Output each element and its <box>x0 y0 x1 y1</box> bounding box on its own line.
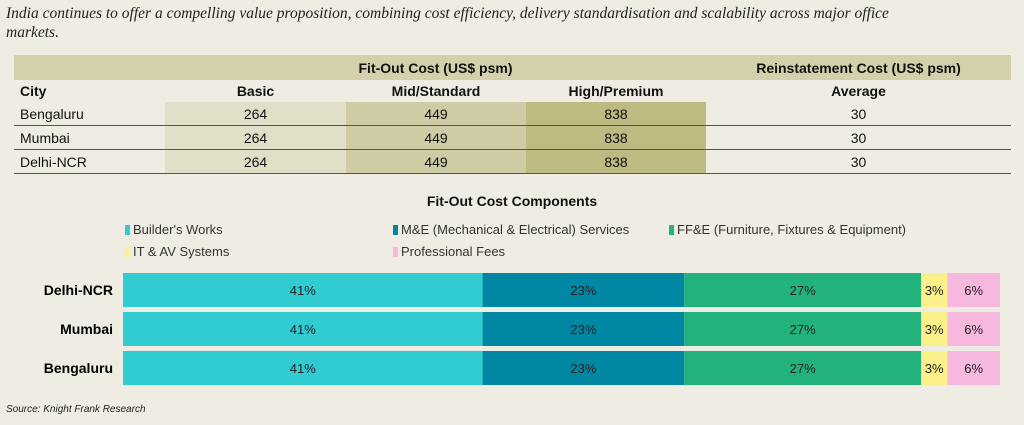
bar-segment <box>921 312 948 346</box>
bar-segment <box>921 273 948 307</box>
fitout-group-header: Fit-Out Cost (US$ psm) <box>165 55 706 80</box>
average: 30 <box>706 149 1011 174</box>
category-label: Delhi-NCR <box>44 282 113 298</box>
col-city: City <box>20 83 47 99</box>
legend-label: FF&E (Furniture, Fixtures & Equipment) <box>677 222 907 237</box>
data-label: 6% <box>964 322 983 337</box>
data-label: 23% <box>570 322 596 337</box>
chart-title: Fit-Out Cost Components <box>426 193 598 209</box>
mid: 449 <box>346 125 526 150</box>
category-label: Bengaluru <box>44 360 113 376</box>
average: 30 <box>706 102 1011 126</box>
bar-segment <box>921 351 948 385</box>
table-row: Delhi-NCR 264 449 838 30 <box>14 149 1011 174</box>
bar-segment <box>123 312 483 346</box>
average: 30 <box>706 125 1011 150</box>
bar-segment <box>947 312 1000 346</box>
data-label: 41% <box>290 322 316 337</box>
basic: 264 <box>165 149 346 174</box>
bar-segment <box>947 273 1000 307</box>
basic: 264 <box>165 125 346 150</box>
city: Mumbai <box>14 125 165 150</box>
intro-text: India continues to offer a compelling va… <box>6 5 889 41</box>
legend-item: M&E (Mechanical & Electrical) Services <box>393 222 629 237</box>
table-row: Mumbai 264 449 838 30 <box>14 125 1011 150</box>
legend-item: Professional Fees <box>393 244 505 259</box>
legend-swatch <box>669 225 674 235</box>
stacked-bar-chart: Delhi-NCR 41% 23% 27% 3% 6% Mumbai 41% 23% 27% 3% 6… <box>44 273 1000 385</box>
data-label: 3% <box>925 283 944 298</box>
legend-label: Professional Fees <box>401 244 506 259</box>
mid: 449 <box>346 102 526 126</box>
data-label: 41% <box>290 283 316 298</box>
data-label: 23% <box>570 361 596 376</box>
bar-segment <box>482 312 685 346</box>
bar-segment <box>482 273 685 307</box>
data-label: 27% <box>790 361 816 376</box>
col-average: Average <box>831 83 886 99</box>
legend-label: M&E (Mechanical & Electrical) Services <box>401 222 630 237</box>
col-high: High/Premium <box>568 83 664 99</box>
table-row: Bengaluru 264 449 838 30 <box>14 102 1011 126</box>
legend-item: IT & AV Systems <box>125 244 229 259</box>
high: 838 <box>526 125 706 150</box>
legend-item: FF&E (Furniture, Fixtures & Equipment) <box>669 222 906 237</box>
category-label: Mumbai <box>60 321 113 337</box>
legend-item: Builder's Works <box>125 222 223 237</box>
high: 838 <box>526 102 706 126</box>
bar-segment <box>123 273 483 307</box>
legend-label: Builder's Works <box>133 222 223 237</box>
col-basic: Basic <box>236 83 275 99</box>
high: 838 <box>526 149 706 174</box>
legend-swatch <box>125 247 130 257</box>
data-label: 6% <box>964 361 983 376</box>
bar-segment <box>684 312 922 346</box>
legend-label: IT & AV Systems <box>133 244 230 259</box>
city: Bengaluru <box>14 102 165 126</box>
data-label: 3% <box>925 361 944 376</box>
data-label: 6% <box>964 283 983 298</box>
bar-segment <box>684 351 922 385</box>
bar-segment <box>123 351 483 385</box>
data-label: 27% <box>790 322 816 337</box>
data-label: 3% <box>925 322 944 337</box>
fitout-cost-table: Fit-Out Cost (US$ psm) Reinstatement Cost… <box>14 55 1011 174</box>
legend-swatch <box>393 225 398 235</box>
reinstatement-group-header: Reinstatement Cost (US$ psm) <box>706 55 1011 80</box>
source-note: Source: Knight Frank Research <box>6 404 146 415</box>
legend-swatch <box>393 247 398 257</box>
bar-segment <box>947 351 1000 385</box>
basic: 264 <box>165 102 346 126</box>
bar-segment <box>482 351 685 385</box>
data-label: 41% <box>290 361 316 376</box>
legend-swatch <box>125 225 130 235</box>
city: Delhi-NCR <box>14 149 165 174</box>
mid: 449 <box>346 149 526 174</box>
data-label: 27% <box>790 283 816 298</box>
col-mid: Mid/Standard <box>391 83 481 99</box>
bar-segment <box>684 273 922 307</box>
data-label: 23% <box>570 283 596 298</box>
